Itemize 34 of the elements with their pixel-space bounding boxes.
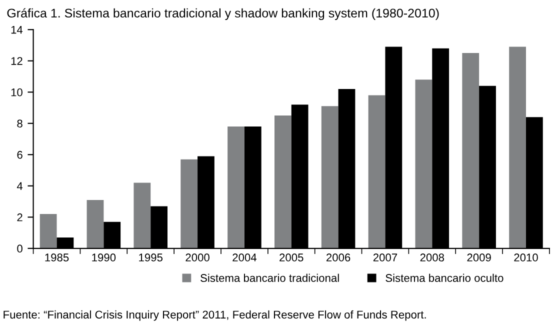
x-tick-label: 2009 <box>467 254 491 262</box>
bar <box>462 53 480 248</box>
bar <box>415 80 432 248</box>
x-tick-label: 1995 <box>139 254 162 262</box>
bar <box>134 182 151 248</box>
y-tick-label: 14 <box>11 26 23 34</box>
x-tick-label: 2010 <box>514 254 538 262</box>
x-tick-label: 2007 <box>373 254 398 262</box>
source-note: Fuente: “Financial Crisis Inquiry Report” 2011, Federal Reserve Flow of Funds Report. <box>4 310 426 321</box>
y-tick-label: 10 <box>11 88 22 96</box>
y-tick-label: 2 <box>17 213 22 222</box>
bar <box>274 116 292 248</box>
x-tick-label: 2004 <box>232 254 256 262</box>
x-tick-label: 1985 <box>45 254 69 262</box>
bar <box>509 46 526 248</box>
legend-label: Sistema bancario tradicional <box>200 274 339 282</box>
x-tick-label: 1990 <box>92 254 116 262</box>
y-tick-label: 6 <box>17 150 22 159</box>
bar <box>40 214 57 248</box>
x-tick-label: 2008 <box>420 254 444 262</box>
bar <box>86 200 104 248</box>
bar <box>321 106 338 248</box>
chart-title: Gráfica 1. Sistema bancario tradicional y shadow banking system (1980-2010) <box>7 8 439 20</box>
y-tick-label: 8 <box>17 120 22 128</box>
bar <box>228 126 244 248</box>
legend-label: Sistema bancario oculto <box>386 274 504 282</box>
x-tick-label: 2006 <box>326 254 350 262</box>
bar <box>368 95 386 248</box>
y-tick-label: 4 <box>16 182 23 190</box>
bar <box>180 159 198 248</box>
x-tick-label: 2000 <box>186 254 210 262</box>
x-tick-label: 2005 <box>280 254 304 262</box>
y-tick-label: 12 <box>11 57 22 65</box>
y-tick-label: 0 <box>17 244 22 253</box>
